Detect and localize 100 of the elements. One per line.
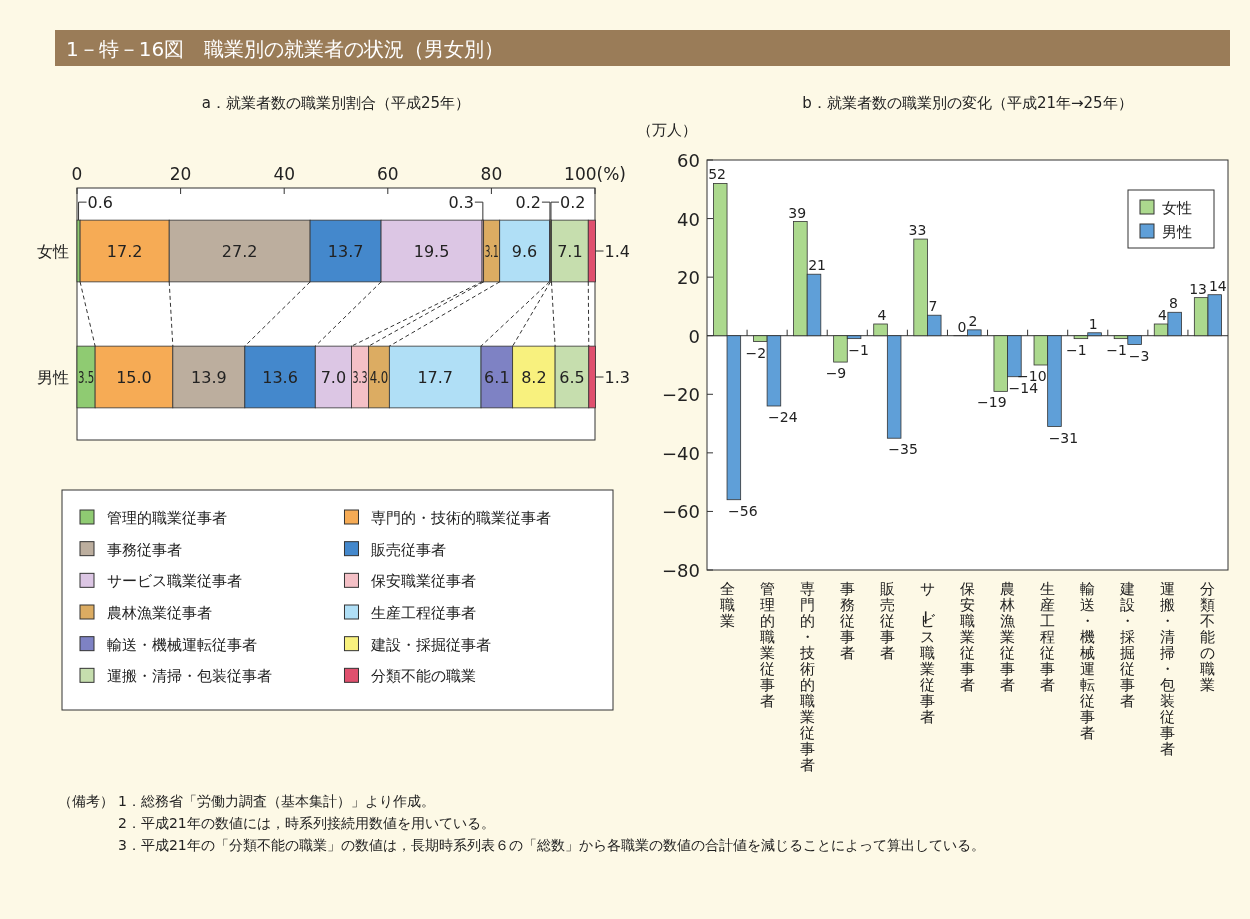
legend-item: 分類不能の職業 [344,667,477,686]
legend-item: 管理的職業従事者 [79,509,227,527]
y-tick-label: −40 [662,442,700,464]
data-label: 14 [1208,277,1227,294]
text: 1．総務省「労働力調査（基本集計）」より作成。 [118,793,435,809]
data-label: −24 [768,409,798,425]
data-label: 1.3 [604,368,630,387]
data-label: −2 [745,344,767,361]
data-label: −10 [1017,368,1047,384]
data-label: 4 [1157,307,1167,323]
x-tick-label: 建設・採掘従事者 [1119,580,1136,710]
x-tick-label: 保安職業従事者 [960,580,975,694]
text: 3．平成21年の「分類不能の職業」の数値は，長期時系列表６の「総数」から各職業の数値の合計値を減じることによって算出している。 [118,837,985,853]
data-label: 0.2 [515,193,541,213]
data-label: 3.5 [78,368,104,387]
x-tick-label: 生産工程従事者 [1040,580,1056,694]
data-label: 6.1 [484,368,510,387]
category-label: サービス職業従事者 [915,580,935,726]
x-tick-label: 0 [71,164,83,184]
x-tick-label: 管理的職業従事者 [759,580,775,710]
legend-item: 保安職業従事者 [344,572,477,591]
data-label: 13.6 [262,368,298,387]
data-label: −1 [848,341,869,358]
data-label: 17.7 [417,368,454,387]
data-label: 0.3 [448,193,474,213]
legend-label: 男性 [1162,223,1192,241]
data-label: −3 [1128,347,1150,364]
legend-label: 輸送・機械運転従事者 [107,635,257,654]
x-tick-label: 分類不能の職業 [1200,580,1216,694]
chart-subtitle: a．就業者数の職業別割合（平成25年） [201,94,471,112]
data-label: 9.6 [511,242,538,261]
data-label: 1 [1088,315,1098,332]
data-label: 0 [957,318,967,335]
y-tick-label: −60 [662,501,700,523]
data-label: 3.1 [484,242,511,261]
data-label: −9 [825,365,847,382]
legend-item: 事務従事者 [79,540,182,559]
x-tick-label: 事務従事者 [839,580,855,662]
x-tick-label: 全職業 [719,580,735,630]
data-label: 27.2 [221,242,258,261]
legend-item: 男性 [1139,223,1192,241]
legend-item: 女性 [1139,199,1192,217]
legend-item: 農林漁業従事者 [79,604,212,622]
legend-item: 運搬・清掃・包装従事者 [79,667,272,686]
chart-title: 1－特－16図 職業別の就業者の状況（男女別） [66,37,505,61]
category-label: 輸送・機械運転従事者 [1080,580,1096,742]
y-tick-label: −80 [662,560,700,581]
data-label: 4.0 [369,368,396,387]
data-label: 7.0 [320,368,347,387]
data-label: −31 [1048,429,1079,446]
data-label: 21 [808,257,827,274]
category-label: 専門的・技術的職業従事者 [799,580,815,774]
x-tick-label: 80 [480,164,503,184]
x-tick-label: 販売従事者 [879,580,895,662]
data-label: −1 [1106,341,1127,358]
x-tick-label: 100(%) [564,164,626,184]
legend-label: 販売従事者 [371,540,447,559]
legend-item: 販売従事者 [344,540,447,559]
legend-item: サービス職業従事者 [79,572,242,591]
legend-item: 専門的・技術的職業従事者 [344,509,552,527]
data-label: 6.5 [559,368,585,387]
data-label: 8 [1168,295,1178,312]
chart-subtitle: b．就業者数の職業別の変化（平成21年→25年） [802,94,1133,112]
x-tick-label: 60 [376,164,399,184]
data-label: 13.7 [327,242,364,261]
y-tick-label: −20 [662,384,700,406]
data-label: 39 [788,204,807,221]
data-label: −35 [888,441,918,458]
legend-label: 女性 [1162,199,1192,217]
data-label: 0.2 [559,193,586,213]
y-tick-label: 20 [677,267,700,289]
x-tick-label: 20 [169,164,192,184]
legend-item: 建設・採掘従事者 [344,635,492,654]
data-label: −19 [977,394,1007,411]
data-label: 19.5 [413,242,450,261]
data-label: 2 [968,312,978,329]
legend-label: 事務従事者 [107,540,182,559]
x-tick-label: 40 [273,164,296,184]
legend-label: 管理的職業従事者 [107,509,227,527]
y-tick-label: 40 [677,208,700,230]
data-label: 7.1 [557,242,583,261]
data-label: 13.9 [191,368,227,387]
text: 2．平成21年の数値には，時系列接続用数値を用いている。 [118,815,495,831]
data-label: 13 [1189,280,1207,297]
legend-item: 生産工程従事者 [344,604,477,622]
data-label: 52 [708,166,727,183]
category-label: 運搬・清掃・包装従事者 [1160,580,1176,758]
data-label: −1 [1066,341,1087,358]
legend-label: サービス職業従事者 [107,572,242,591]
legend-item: 輸送・機械運転従事者 [79,635,257,654]
data-label: 0.6 [87,193,114,213]
data-label: 33 [908,222,927,239]
data-label: 8.2 [521,368,547,387]
text: （備考） [58,793,114,809]
data-label: 15.0 [116,368,152,387]
x-tick-label: 農林漁業従事者 [999,580,1016,694]
data-label: 1.4 [604,242,630,261]
data-label: −56 [728,502,758,519]
data-label: 17.2 [106,242,143,261]
y-tick-label: 60 [677,150,700,171]
